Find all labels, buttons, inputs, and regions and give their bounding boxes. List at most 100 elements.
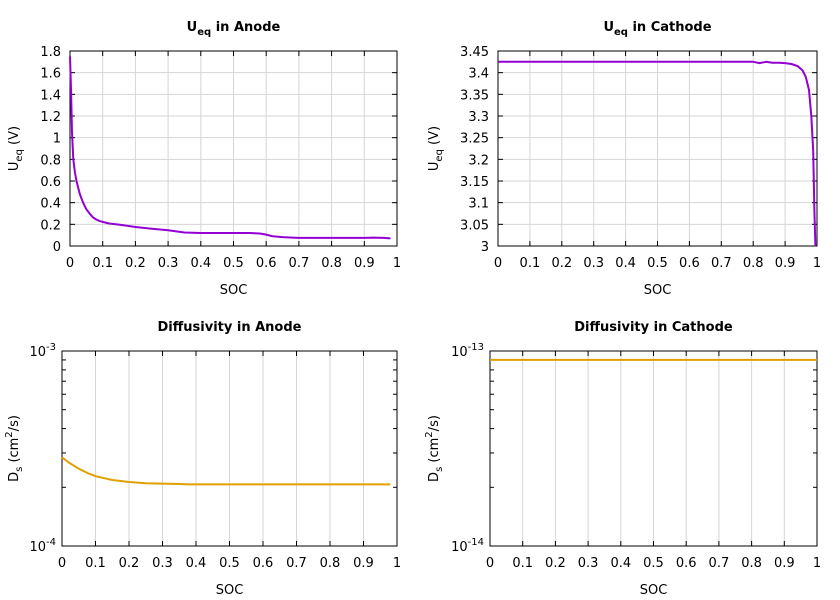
text-part: 10	[29, 345, 46, 360]
x-tick-label: 0.2	[125, 256, 146, 271]
x-tick-label: 0.3	[158, 256, 179, 271]
y-tick-label: 0.4	[40, 197, 61, 212]
text-part: -3	[46, 342, 56, 353]
x-tick-label: 0.5	[643, 556, 664, 571]
chart-panel-0: 0 0.1 0.2 0.3 0.4 0.5 0.6 0.7 0.8 0.9 1 0 0.2 0.4 0.6 0…	[7, 20, 401, 298]
plot-frame	[69, 50, 398, 247]
x-tick-label: 0.7	[289, 256, 310, 271]
y-tick-label: 10-4	[29, 537, 56, 555]
text-part: Diffusivity in Cathode	[574, 320, 733, 335]
x-tick-label: 0.3	[152, 556, 173, 571]
x-tick-label: 0.3	[578, 556, 599, 571]
chart-title: Diffusivity in Cathode	[574, 320, 733, 335]
text-part: 2	[424, 431, 435, 437]
x-axis-label: SOC	[640, 583, 668, 598]
y-tick-label: 3.2	[468, 153, 489, 168]
y-tick-label: 1.2	[40, 110, 61, 125]
text-part: (cm	[7, 438, 22, 467]
x-tick-label: 0.9	[775, 256, 796, 271]
y-tick-label: 1.4	[40, 88, 61, 103]
x-tick-label: 0.2	[551, 256, 572, 271]
x-tick-label: 0.5	[647, 256, 668, 271]
text-part: U	[603, 20, 614, 35]
chart-title: Ueq in Cathode	[603, 20, 711, 38]
text-part: s	[14, 467, 25, 472]
x-tick-label: 0	[66, 256, 74, 271]
text-part: in Anode	[211, 20, 280, 35]
x-tick-label: 1	[813, 256, 821, 271]
x-axis-label: SOC	[216, 583, 244, 598]
x-tick-label: 0.9	[774, 556, 795, 571]
x-tick-label: 0.1	[512, 556, 533, 571]
y-axis-label: Ds (cm2/s)	[4, 415, 25, 482]
y-tick-label: 10-13	[451, 342, 484, 360]
x-tick-label: 0	[58, 556, 66, 571]
text-part: -14	[468, 537, 484, 548]
y-axis-label: Ds (cm2/s)	[424, 415, 445, 482]
plot-frame	[497, 50, 818, 247]
x-tick-label: 0.8	[321, 256, 342, 271]
x-tick-label: 0.5	[223, 256, 244, 271]
x-tick-label: 0.8	[741, 556, 762, 571]
x-tick-label: 0.7	[709, 556, 730, 571]
x-tick-label: 0.4	[190, 256, 211, 271]
x-tick-label: 0.1	[520, 256, 541, 271]
y-tick-label: 0.8	[40, 153, 61, 168]
x-tick-label: 0.1	[85, 556, 106, 571]
text-part: eq	[614, 27, 628, 38]
text-part: -13	[468, 342, 484, 353]
x-tick-label: 0.3	[583, 256, 604, 271]
text-part: 10	[29, 540, 46, 555]
text-part: (V)	[427, 126, 442, 149]
text-part: U	[7, 162, 22, 172]
y-tick-label: 1	[53, 132, 61, 147]
text-part: /s)	[427, 415, 442, 431]
series-line-0	[498, 60, 817, 247]
text-part: D	[7, 472, 22, 482]
x-tick-label: 0.9	[354, 256, 375, 271]
text-part: eq	[197, 27, 211, 38]
series-line-0	[69, 56, 391, 240]
series-line-0	[61, 456, 391, 486]
y-axis-label: Ueq (V)	[7, 126, 25, 171]
y-tick-label: 0	[53, 240, 61, 255]
chart-title: Ueq in Anode	[187, 20, 281, 38]
x-tick-label: 0.4	[615, 256, 636, 271]
x-tick-label: 0.2	[545, 556, 566, 571]
chart-title: Diffusivity in Anode	[158, 320, 302, 335]
text-part: U	[187, 20, 198, 35]
x-tick-label: 0	[486, 556, 494, 571]
x-tick-label: 0.8	[320, 556, 341, 571]
x-tick-label: 0.4	[610, 556, 631, 571]
chart-panel-2: 0 0.1 0.2 0.3 0.4 0.5 0.6 0.7 0.8 0.9 110-410-3Dif…	[4, 320, 401, 598]
y-tick-label: 1.8	[40, 45, 61, 60]
text-part: 10	[451, 345, 468, 360]
x-tick-label: 1	[393, 256, 401, 271]
y-tick-label: 10-3	[29, 342, 56, 360]
text-part: U	[427, 162, 442, 172]
x-tick-label: 0.6	[253, 556, 274, 571]
x-tick-label: 0.5	[219, 556, 240, 571]
text-part: (cm	[427, 438, 442, 467]
x-tick-label: 0.9	[353, 556, 374, 571]
y-tick-label: 0.6	[40, 175, 61, 190]
y-tick-label: 0.2	[40, 218, 61, 233]
y-tick-label: 3.25	[460, 132, 489, 147]
text-part: D	[427, 472, 442, 482]
text-part: 2	[4, 431, 15, 437]
text-part: in Cathode	[628, 20, 712, 35]
y-tick-label: 3.3	[468, 110, 489, 125]
text-part: 10	[451, 540, 468, 555]
y-tick-label: 3.4	[468, 67, 489, 82]
x-tick-label: 0.6	[679, 256, 700, 271]
x-tick-label: 0.4	[186, 556, 207, 571]
y-tick-label: 3.15	[460, 175, 489, 190]
y-tick-label: 3.1	[468, 197, 489, 212]
y-tick-label: 3	[481, 240, 489, 255]
y-tick-label: 1.6	[40, 67, 61, 82]
x-tick-label: 0.8	[743, 256, 764, 271]
y-axis-label: Ueq (V)	[427, 126, 445, 171]
x-tick-label: 0.1	[92, 256, 113, 271]
text-part: eq	[434, 149, 445, 162]
x-tick-label: 0.6	[676, 556, 697, 571]
